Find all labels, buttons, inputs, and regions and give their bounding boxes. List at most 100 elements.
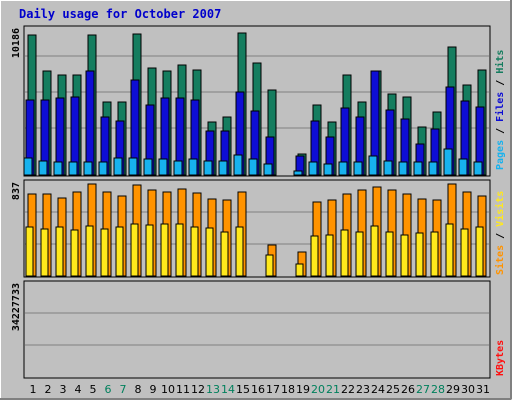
sites-bar <box>175 223 184 277</box>
x-tick-label: 4 <box>75 383 82 396</box>
pages-bar <box>128 157 138 176</box>
sites-bar <box>220 231 229 277</box>
x-tick-label: 10 <box>161 383 175 396</box>
sites-bar <box>295 263 304 277</box>
sites-bar <box>430 231 439 277</box>
legend-files: Files <box>494 92 506 122</box>
pages-bar <box>248 158 258 176</box>
sites-bar <box>475 226 484 277</box>
pages-bar <box>383 160 393 176</box>
x-tick-label: 30 <box>461 383 475 396</box>
pages-bar <box>368 155 378 176</box>
x-tick-label: 27 <box>416 383 430 396</box>
sites-bar <box>25 226 34 277</box>
x-tick-label: 11 <box>176 383 190 396</box>
sites-bar <box>160 223 169 277</box>
chart-title: Daily usage for October 2007 <box>19 7 221 21</box>
x-tick-label: 14 <box>221 383 235 396</box>
sites-bar <box>190 226 199 277</box>
x-tick-label: 24 <box>371 383 385 396</box>
x-tick-label: 28 <box>431 383 445 396</box>
hits-ymax-label: 10186 <box>11 28 22 58</box>
sites-bar <box>460 228 469 277</box>
x-tick-label: 31 <box>476 383 490 396</box>
legend-separator: / <box>495 227 506 245</box>
sites-bar <box>145 224 154 277</box>
sites-bar <box>235 226 244 277</box>
pages-bar <box>158 158 168 176</box>
x-tick-label: 18 <box>281 383 295 396</box>
pages-bar <box>143 158 153 176</box>
pages-bar <box>428 161 438 176</box>
pages-bar <box>23 157 33 176</box>
svg-text:Pages / Files / Hits: Pages / Files / Hits <box>494 50 506 170</box>
sites-bar <box>385 231 394 277</box>
sites-bar <box>130 223 139 277</box>
kbytes-panel <box>23 280 491 379</box>
visits-ymax-label: 837 <box>11 182 22 200</box>
sites-bar <box>70 229 79 277</box>
sites-bar <box>400 234 409 277</box>
pages-bar <box>458 158 468 176</box>
x-tick-label: 29 <box>446 383 460 396</box>
sites-bar <box>370 225 379 277</box>
sites-bar <box>205 227 214 277</box>
sites-bar <box>85 225 94 277</box>
x-tick-label: 26 <box>401 383 415 396</box>
x-tick-label: 16 <box>251 383 265 396</box>
sites-bar <box>325 234 334 277</box>
pages-bar <box>188 158 198 176</box>
legend-sites: Sites <box>494 245 506 275</box>
pages-bar <box>218 160 228 176</box>
x-tick-label: 17 <box>266 383 280 396</box>
legend-visits: Visits <box>494 191 506 227</box>
pages-bar <box>443 148 453 176</box>
x-tick-label: 2 <box>45 383 52 396</box>
sites-bar <box>115 226 124 277</box>
pages-bar <box>83 161 93 176</box>
x-tick-label: 1 <box>30 383 37 396</box>
x-tick-label: 21 <box>326 383 340 396</box>
pages-bar <box>308 161 318 176</box>
legend-pages: Pages <box>495 140 506 170</box>
x-tick-label: 3 <box>60 383 67 396</box>
pages-bar <box>473 161 483 176</box>
x-tick-label: 5 <box>90 383 97 396</box>
x-tick-label: 25 <box>386 383 400 396</box>
x-tick-label: 20 <box>311 383 325 396</box>
pages-bar <box>38 160 48 176</box>
pages-bar <box>353 161 363 176</box>
sites-bar <box>100 228 109 277</box>
sites-bar <box>445 223 454 277</box>
pages-bar <box>323 163 333 176</box>
pages-bar <box>68 161 78 176</box>
sites-bar <box>415 232 424 277</box>
pages-bar <box>338 161 348 176</box>
pages-bar <box>233 154 243 176</box>
sites-bar <box>340 229 349 277</box>
kbytes-ymax-label: 34227733 <box>11 283 22 331</box>
pages-bar <box>413 161 423 176</box>
sites-bar <box>40 228 49 277</box>
legend-separator: / <box>495 122 506 140</box>
legend-separator: / <box>495 74 506 92</box>
pages-bar <box>98 161 108 176</box>
sites-bar <box>265 254 274 277</box>
pages-bar <box>203 160 213 176</box>
x-tick-label: 19 <box>296 383 310 396</box>
x-tick-label: 23 <box>356 383 370 396</box>
files-bar <box>85 70 95 176</box>
pages-bar <box>398 161 408 176</box>
x-tick-label: 12 <box>191 383 205 396</box>
legend-kbytes: KBytes <box>495 340 506 376</box>
sites-bar <box>310 235 319 277</box>
sites-bar <box>355 231 364 277</box>
pages-bar <box>263 163 273 176</box>
x-tick-label: 9 <box>150 383 157 396</box>
x-tick-label: 8 <box>135 383 142 396</box>
pages-bar <box>173 160 183 176</box>
pages-bar <box>293 170 303 176</box>
x-tick-label: 7 <box>120 383 127 396</box>
